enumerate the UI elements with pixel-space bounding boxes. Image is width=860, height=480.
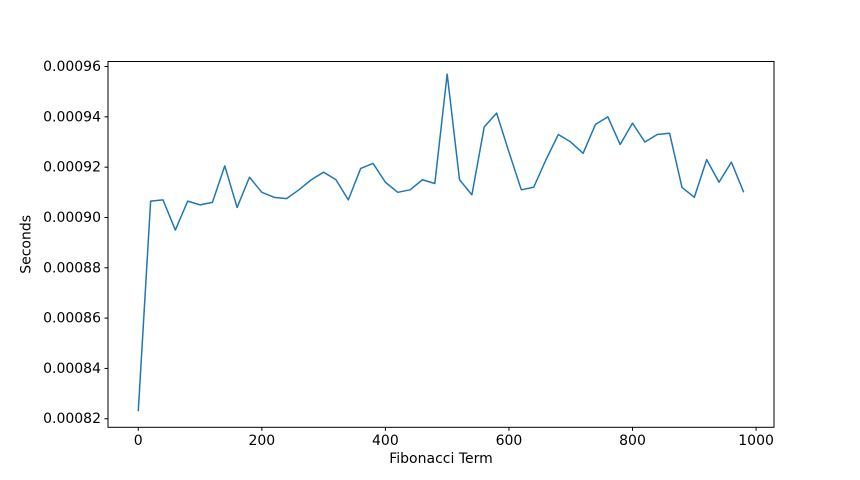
y-tick-label: 0.00090 bbox=[43, 210, 101, 226]
y-tick-label: 0.00096 bbox=[43, 59, 101, 75]
x-tick-label: 600 bbox=[496, 433, 523, 449]
x-tick-label: 200 bbox=[248, 433, 275, 449]
y-tick-label: 0.00094 bbox=[43, 109, 101, 125]
y-tick-label: 0.00092 bbox=[43, 160, 101, 176]
data-line-series bbox=[137, 73, 745, 412]
y-tick-label: 0.00086 bbox=[43, 311, 101, 327]
x-tick-label: 0 bbox=[134, 433, 143, 449]
x-tick-label: 1000 bbox=[738, 433, 774, 449]
x-tick-label: 400 bbox=[372, 433, 399, 449]
x-axis-label: Fibonacci Term bbox=[389, 451, 493, 467]
y-tick-label: 0.00082 bbox=[43, 411, 101, 427]
x-tick-label: 800 bbox=[619, 433, 646, 449]
y-tick-label: 0.00084 bbox=[43, 361, 101, 377]
y-tick-label: 0.00088 bbox=[43, 260, 101, 276]
y-axis-label: Seconds bbox=[19, 215, 35, 274]
axes-frame bbox=[107, 61, 775, 428]
